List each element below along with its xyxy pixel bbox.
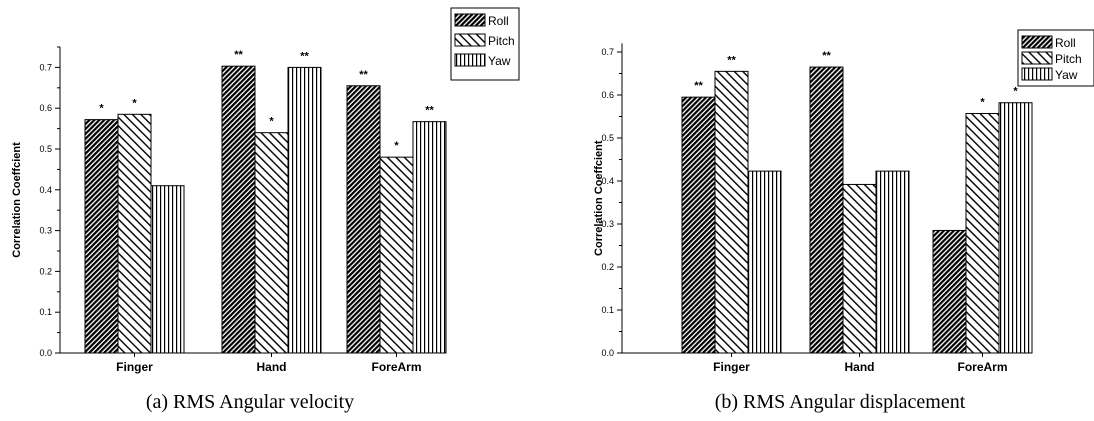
bar-roll-forearm	[346, 85, 381, 354]
y-tick-label: 0.0	[39, 348, 52, 358]
legend-label: Yaw	[488, 54, 511, 68]
category-label: Hand	[257, 360, 287, 374]
bar-roll-forearm	[932, 229, 967, 354]
legend-swatch-roll	[454, 13, 486, 27]
significance-label: *	[394, 140, 399, 152]
significance-label: **	[300, 50, 309, 62]
legend-label: Roll	[1055, 36, 1076, 50]
significance-label: **	[425, 105, 434, 117]
y-tick-label: 0.3	[39, 226, 52, 236]
y-tick-label: 0.5	[39, 144, 52, 154]
bar-pitch-forearm	[379, 156, 414, 354]
category-label: Finger	[713, 360, 750, 374]
bar-yaw-forearm	[998, 102, 1033, 354]
significance-label: *	[99, 103, 104, 115]
y-tick-label: 0.1	[601, 305, 614, 315]
y-tick-label: 0.7	[39, 62, 52, 72]
bar-yaw-finger	[747, 170, 782, 354]
bar-roll-finger	[84, 119, 119, 354]
y-tick-label: 0.0	[601, 348, 614, 358]
y-tick-label: 0.3	[601, 219, 614, 229]
panel-b: 0.0 0.1 0.2 0.3 0.4 0.5 0.6 0.7 Correlation Coef…	[593, 29, 1094, 413]
legend-swatch-roll	[1021, 35, 1053, 49]
y-axis-label: Correlation Coeffcient	[593, 140, 605, 256]
bar-yaw-hand	[287, 66, 322, 354]
y-tick-label: 0.2	[601, 262, 614, 272]
significance-label: *	[269, 116, 274, 128]
category-label: Finger	[116, 360, 153, 374]
category-label: Hand	[845, 360, 875, 374]
y-tick-label: 0.6	[601, 90, 614, 100]
y-tick-label: 0.4	[39, 185, 52, 195]
bar-pitch-hand	[254, 132, 289, 354]
bar-pitch-finger	[117, 113, 152, 354]
category-label: ForeArm	[371, 360, 421, 374]
bar-yaw-forearm	[412, 121, 447, 354]
significance-label: **	[727, 54, 736, 66]
significance-label: *	[1013, 86, 1018, 98]
bar-yaw-hand	[875, 170, 910, 354]
legend-label: Yaw	[1055, 68, 1078, 82]
bar-roll-hand	[809, 66, 844, 354]
bar-roll-hand	[221, 65, 256, 354]
significance-label: **	[359, 69, 368, 81]
y-tick-label: 0.1	[39, 307, 52, 317]
panel-a: 0.0 0.1 0.2 0.3 0.4 0.5 0.6 0.7 Correlation Coef…	[11, 7, 520, 413]
legend-swatch-yaw	[1021, 67, 1053, 81]
legend-swatch-yaw	[454, 53, 486, 67]
significance-label: **	[234, 49, 243, 61]
y-tick-label: 0.7	[601, 47, 614, 57]
significance-label: *	[980, 96, 985, 108]
legend-label: Pitch	[488, 34, 515, 48]
legend-swatch-pitch	[454, 33, 486, 47]
legend-label: Roll	[488, 14, 509, 28]
y-tick-label: 0.4	[601, 176, 614, 186]
bar-pitch-forearm	[965, 112, 1000, 354]
panel-caption: (a) RMS Angular velocity	[146, 391, 354, 413]
panel-caption: (b) RMS Angular displacement	[715, 391, 966, 413]
y-tick-label: 0.2	[39, 266, 52, 276]
significance-label: *	[132, 97, 137, 109]
category-label: ForeArm	[957, 360, 1007, 374]
significance-label: **	[822, 50, 831, 62]
y-axis-label: Correlation Coeffcient	[11, 142, 23, 258]
y-tick-label: 0.6	[39, 103, 52, 113]
bar-roll-finger	[681, 96, 716, 354]
bar-pitch-finger	[714, 70, 749, 354]
y-tick-label: 0.5	[601, 133, 614, 143]
bar-yaw-finger	[150, 185, 185, 354]
legend-swatch-pitch	[1021, 51, 1053, 65]
bar-pitch-hand	[842, 183, 877, 354]
significance-label: **	[694, 80, 703, 92]
legend-label: Pitch	[1055, 52, 1082, 66]
